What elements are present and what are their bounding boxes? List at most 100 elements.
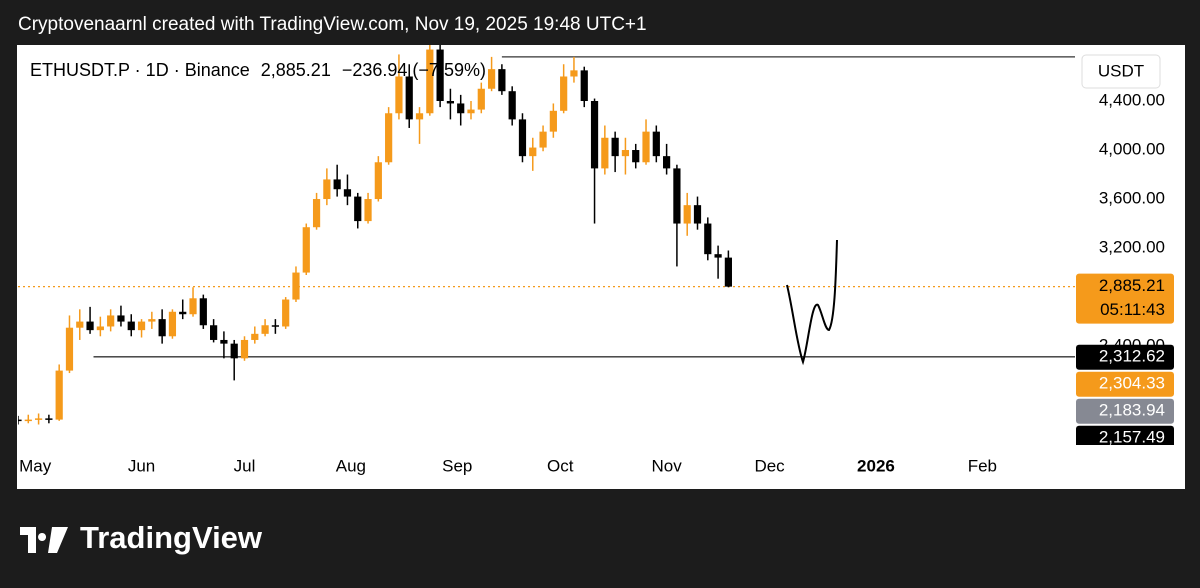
- candle-body: [529, 147, 537, 157]
- candle-body: [364, 199, 372, 222]
- candle-body: [240, 339, 249, 359]
- candle-body: [385, 113, 393, 163]
- y-tick-label: 4,400.00: [1099, 90, 1165, 109]
- price-axis: 4,400.004,000.003,600.003,200.002,400.00…: [1076, 90, 1174, 446]
- candle-body: [230, 343, 238, 359]
- candle-body: [261, 325, 269, 334]
- price-label: 2,157.49: [1099, 427, 1165, 446]
- logo: TradingView: [20, 520, 263, 555]
- candle-body: [282, 299, 290, 327]
- x-tick-label: Jun: [128, 456, 155, 475]
- candle-body: [374, 162, 382, 200]
- candle-body: [271, 325, 279, 327]
- symbol: ETHUSDT.P · 1D · Binance: [30, 60, 250, 80]
- candle-body: [549, 110, 557, 132]
- countdown: 05:11:43: [1100, 300, 1165, 319]
- candle-body: [477, 88, 485, 110]
- candle-body: [220, 339, 228, 344]
- candle-body: [498, 69, 506, 92]
- candle-body: [590, 101, 599, 169]
- candle-body: [199, 298, 207, 326]
- candle-body: [148, 319, 156, 322]
- candle-body: [343, 189, 352, 197]
- change: −236.94 (−7.59%): [342, 60, 486, 80]
- candle-body: [704, 223, 712, 255]
- candle-body: [251, 333, 259, 340]
- x-tick-label: 2026: [857, 456, 895, 475]
- price-label: 2,183.94: [1099, 400, 1165, 419]
- logo-icon: [20, 527, 68, 553]
- brand: TradingView: [80, 520, 263, 555]
- candle-body: [724, 257, 732, 287]
- candle-body: [302, 227, 310, 273]
- candle-body: [76, 321, 84, 328]
- candle-body: [652, 131, 660, 157]
- currency-box[interactable]: [1081, 54, 1161, 89]
- candle-body: [323, 179, 331, 200]
- y-tick-label: 3,200.00: [1099, 238, 1165, 257]
- candle-body: [487, 69, 496, 89]
- candle-body: [580, 70, 588, 102]
- attribution: Cryptovenaarnl created with TradingView.…: [18, 14, 647, 35]
- candle-body: [45, 418, 53, 420]
- x-tick-label: Oct: [547, 456, 574, 475]
- x-tick-label: Aug: [336, 456, 366, 475]
- candle-body: [24, 419, 32, 422]
- candle-body: [354, 196, 362, 222]
- x-tick-label: Feb: [968, 456, 997, 475]
- x-tick-label: Sep: [442, 456, 472, 475]
- chart-panel: [17, 45, 1185, 489]
- candle-body: [508, 91, 516, 120]
- candle-body: [714, 254, 722, 258]
- y-tick-label: 3,600.00: [1099, 189, 1165, 208]
- candle-body: [107, 315, 115, 327]
- candle-body: [673, 168, 681, 224]
- candle-body: [446, 101, 455, 104]
- last-price-box: [1076, 273, 1174, 324]
- candle-body: [457, 103, 465, 114]
- candle-body: [168, 311, 177, 337]
- y-tick-label: 4,000.00: [1099, 140, 1165, 159]
- candle-body: [621, 150, 630, 157]
- candle-body: [395, 76, 403, 114]
- candle-body: [560, 76, 568, 111]
- candle-body: [96, 326, 104, 331]
- candle-body: [333, 179, 341, 190]
- candle-body: [693, 205, 702, 224]
- x-tick-label: Dec: [754, 456, 785, 475]
- candle-body: [127, 321, 135, 331]
- candle-body: [415, 113, 424, 120]
- candle-body: [642, 131, 650, 163]
- candle-body: [189, 298, 197, 315]
- x-tick-label: Nov: [651, 456, 682, 475]
- price-label: 2,312.62: [1099, 346, 1165, 365]
- candle-body: [312, 199, 321, 228]
- price-label-box: [1076, 398, 1174, 424]
- candle-body: [539, 131, 547, 148]
- candle-body: [632, 150, 640, 163]
- candle-body: [467, 109, 475, 114]
- price-label-box: [1076, 425, 1174, 445]
- price-label: 2,304.33: [1099, 373, 1165, 392]
- plot: [18, 45, 1075, 425]
- candle-body: [683, 205, 691, 224]
- last-value: 2,885.21: [261, 60, 331, 80]
- x-tick-label: May: [19, 456, 52, 475]
- candle-body: [611, 137, 619, 157]
- candle-body: [210, 325, 218, 340]
- hand-drawing: [786, 239, 838, 366]
- candle-body: [518, 119, 527, 157]
- candle-body: [426, 49, 434, 114]
- candle-body: [18, 419, 22, 422]
- candle-body: [436, 49, 444, 102]
- candle-body: [137, 321, 146, 331]
- candle-body: [292, 272, 300, 300]
- candle-body: [601, 137, 609, 169]
- candle-body: [55, 370, 63, 420]
- last-price-label: 2,885.21: [1099, 276, 1165, 295]
- candle-body: [65, 327, 74, 371]
- price-label-box: [1076, 371, 1174, 397]
- candle-body: [179, 311, 187, 315]
- currency: USDT: [1098, 61, 1144, 80]
